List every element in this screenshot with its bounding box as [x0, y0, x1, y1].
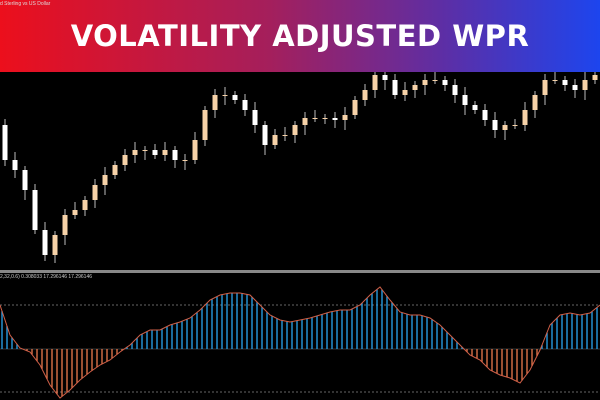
candle-body [342, 115, 348, 120]
candle-body [192, 140, 198, 160]
candle-body [502, 125, 508, 130]
candle-body [462, 95, 468, 105]
indicator-line [0, 286, 600, 399]
candle-body [352, 100, 358, 115]
candle-body [422, 80, 428, 85]
candle-body [282, 135, 288, 136]
candle-body [562, 80, 568, 85]
candle-body [442, 80, 448, 85]
candle-body [12, 160, 18, 170]
candle-body [292, 125, 298, 135]
candle-body [482, 110, 488, 120]
candle-body [522, 110, 528, 125]
candle-body [72, 210, 78, 215]
candle-body [172, 150, 178, 160]
candle-body [382, 75, 388, 80]
candle-body [332, 118, 338, 120]
pane-separator [0, 270, 600, 273]
candle-body [412, 85, 418, 90]
symbol-label: d Sterling vs US Dollar [0, 1, 51, 7]
banner-title: VOLATILITY ADJUSTED WPR [70, 19, 530, 53]
candle-body [62, 215, 68, 235]
candle-body [402, 90, 408, 95]
candle-body [52, 235, 58, 255]
candle-body [22, 170, 28, 190]
indicator-label: 2,32,0.6) 0.308033 17.296146 17.296146 [0, 274, 93, 280]
candle-body [472, 105, 478, 110]
candle-body [182, 160, 188, 161]
candle-body [202, 110, 208, 140]
candle-body [312, 118, 318, 119]
candle-body [252, 110, 258, 125]
candle-body [322, 118, 328, 119]
candle-body [272, 135, 278, 145]
candle-body [532, 95, 538, 110]
title-banner: VOLATILITY ADJUSTED WPR [0, 0, 600, 72]
candle-body [582, 80, 588, 90]
candle-body [592, 75, 598, 80]
candle-body [212, 95, 218, 110]
candle-body [542, 80, 548, 95]
candle-body [42, 230, 48, 255]
candle-body [152, 150, 158, 155]
candle-body [492, 120, 498, 130]
candle-body [262, 125, 268, 145]
candle-body [372, 75, 378, 90]
candle-body [2, 125, 8, 160]
candle-body [452, 85, 458, 95]
candle-body [82, 200, 88, 210]
candle-body [162, 150, 168, 155]
candle-body [92, 185, 98, 200]
candle-body [112, 165, 118, 175]
candle-body [232, 95, 238, 100]
candle-body [432, 80, 438, 81]
candle-body [552, 80, 558, 81]
candle-body [362, 90, 368, 100]
candle-body [512, 125, 518, 126]
candle-body [102, 175, 108, 185]
candle-body [242, 100, 248, 110]
candle-body [122, 155, 128, 165]
candle-body [302, 118, 308, 125]
candle-body [132, 150, 138, 155]
candle-body [222, 95, 228, 96]
candle-body [392, 80, 398, 95]
candle-body [572, 85, 578, 90]
candle-body [32, 190, 38, 230]
candle-body [142, 150, 148, 151]
